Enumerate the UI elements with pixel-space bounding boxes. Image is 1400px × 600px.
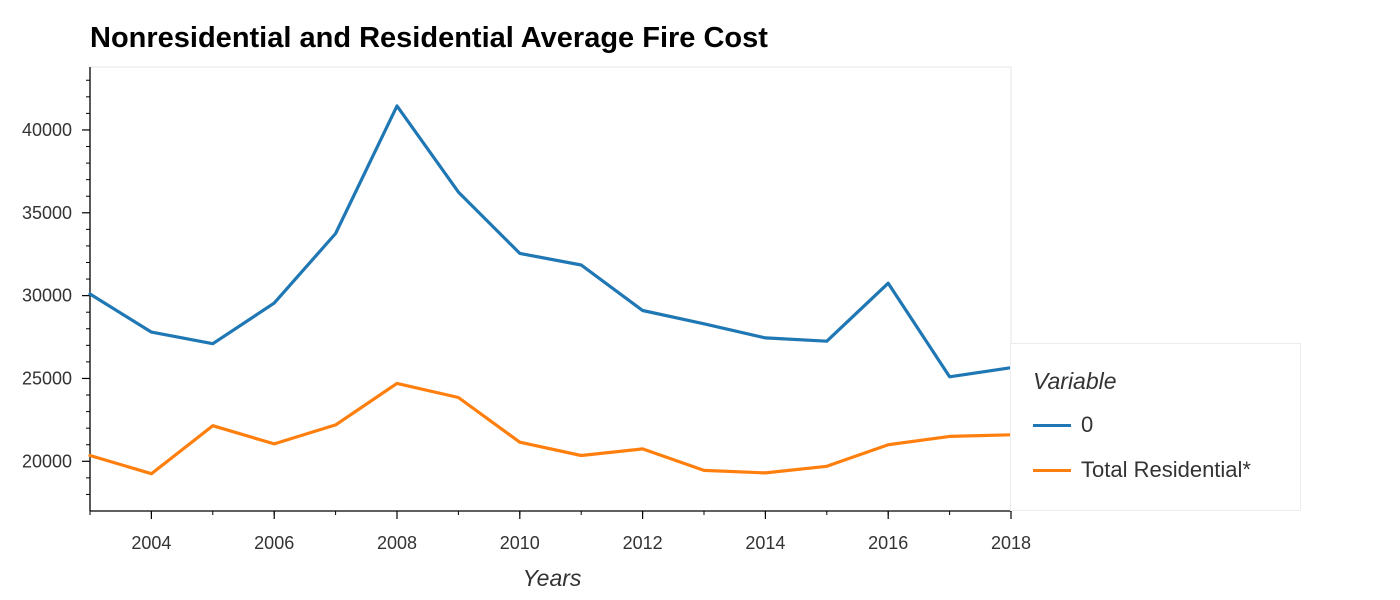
x-axis-title: Years	[523, 565, 582, 591]
plot-area-outline	[89, 66, 1012, 512]
x-tick-label: 2018	[991, 533, 1031, 553]
legend-title: Variable	[1033, 368, 1117, 394]
x-tick-label: 2010	[500, 533, 540, 553]
chart-title: Nonresidential and Residential Average F…	[90, 22, 768, 54]
series-group	[88, 104, 1013, 476]
x-tick-label: 2016	[868, 533, 908, 553]
legend-swatch-1	[1033, 468, 1071, 472]
x-tick-label: 2004	[131, 533, 171, 553]
series-line-1	[88, 381, 1013, 476]
y-tick-label: 35000	[22, 203, 72, 223]
legend-item-1[interactable]: Total Residential*	[1033, 457, 1251, 483]
y-tick-label: 25000	[22, 368, 72, 388]
legend-swatch-0	[1033, 423, 1071, 427]
y-tick-label: 30000	[22, 286, 72, 306]
legend-label-1: Total Residential*	[1081, 457, 1251, 482]
legend: Variable 0 Total Residential*	[1010, 343, 1301, 511]
axes: 20000 25000 30000 35000 40000 2004 2006 2008 201…	[22, 67, 1031, 553]
y-tick-label: 40000	[22, 120, 72, 140]
x-tick-label: 2008	[377, 533, 417, 553]
x-tick-label: 2006	[254, 533, 294, 553]
series-line-0	[88, 104, 1013, 379]
x-tick-label: 2014	[745, 533, 785, 553]
x-tick-label: 2012	[623, 533, 663, 553]
y-tick-label: 20000	[22, 451, 72, 471]
legend-item-0[interactable]: 0	[1033, 412, 1093, 438]
legend-label-0: 0	[1081, 412, 1094, 437]
